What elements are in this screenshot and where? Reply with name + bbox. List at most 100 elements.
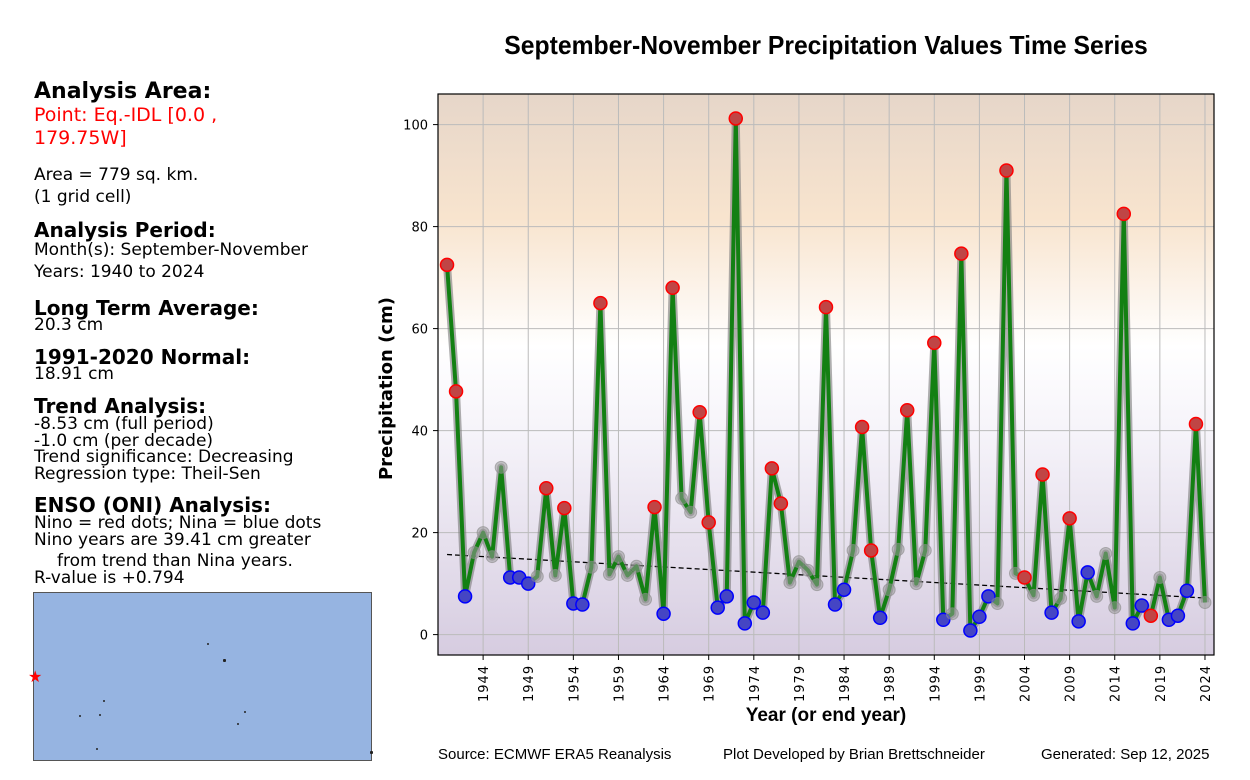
data-point-nina <box>872 610 888 626</box>
data-point-nina <box>1125 616 1141 631</box>
data-point-nina <box>1179 583 1195 598</box>
normal-heading: 1991-2020 Normal: <box>34 345 251 369</box>
y-tick-label: 60 <box>411 323 428 338</box>
data-point-nino <box>1035 467 1050 482</box>
data-point-neutral <box>792 555 806 569</box>
data-point-nina <box>1080 565 1095 580</box>
data-point-neutral <box>945 607 959 621</box>
data-point-neutral <box>584 560 598 574</box>
data-point-neutral <box>476 526 490 540</box>
lta-section: Long Term Average: 20.3 cm <box>34 298 259 335</box>
area-section: Area = 779 sq. km. (1 grid cell) <box>34 164 198 208</box>
data-point-neutral <box>611 550 625 564</box>
normal-value: 18.91 cm <box>34 364 114 384</box>
data-point-nino <box>1188 416 1204 432</box>
x-tick-label: 2009 <box>1064 665 1079 702</box>
period-section: Analysis Period: Month(s): September-Nov… <box>34 220 308 282</box>
data-point-neutral <box>494 460 508 474</box>
island-marker <box>96 748 98 750</box>
data-point-neutral <box>882 583 896 597</box>
trend-regression: Regression type: Theil-Sen <box>34 463 261 484</box>
point-line1: Point: Eq.-IDL [0.0 , <box>34 104 218 126</box>
data-point-nino <box>1116 206 1132 222</box>
data-point-neutral <box>620 568 634 582</box>
lta-heading: Long Term Average: <box>34 296 259 320</box>
data-point-nino <box>854 419 870 435</box>
period-heading: Analysis Period: <box>34 218 216 242</box>
data-point-nino <box>647 499 662 515</box>
y-tick-label: 40 <box>411 425 428 440</box>
footer-source: Source: ECMWF ERA5 Reanalysis <box>438 746 672 763</box>
island-marker <box>103 700 105 702</box>
data-point-nino <box>728 111 744 126</box>
lta-value: 20.3 cm <box>34 315 104 335</box>
data-point-neutral <box>1027 588 1041 602</box>
data-point-nino <box>927 335 942 351</box>
data-point-neutral <box>530 569 544 583</box>
data-point-nina <box>719 589 734 604</box>
enso-line1: Nino years are 39.41 cm greater <box>34 530 311 550</box>
x-tick-label: 1999 <box>973 665 988 702</box>
data-point-nino <box>557 500 572 516</box>
data-point-nina <box>457 589 473 604</box>
data-point-nino <box>539 480 554 496</box>
axis-ticks: 1944 1949 1954 1959 1964 1969 1974 1979 1984 1989… <box>403 119 1214 702</box>
data-point-nino <box>448 384 464 399</box>
island-marker <box>207 643 209 645</box>
data-point-nina <box>1044 605 1059 620</box>
data-point-nino <box>1017 570 1032 585</box>
island-marker <box>237 723 239 725</box>
data-point-nino <box>764 461 780 476</box>
x-tick-label: 1974 <box>748 665 763 702</box>
x-tick-label: 2014 <box>1109 665 1124 702</box>
x-tick-label: 1949 <box>522 665 537 702</box>
x-tick-label: 1979 <box>793 665 808 702</box>
data-point-nina <box>972 609 987 624</box>
x-tick-label: 1969 <box>703 665 718 702</box>
data-point-nino <box>954 246 969 261</box>
data-point-neutral <box>684 505 698 519</box>
data-point-neutral <box>1153 570 1167 584</box>
location-map: ★ <box>28 592 373 761</box>
x-tick-label: 2019 <box>1154 665 1169 702</box>
data-point-neutral <box>801 563 815 577</box>
x-tick-label: 2024 <box>1199 665 1214 702</box>
data-point-nino <box>593 295 608 311</box>
enso-legend: Nino = red dots; Nina = blue dots <box>34 513 322 533</box>
footer-developer: Plot Developed by Brian Brettschneider <box>723 746 985 763</box>
data-point-nina <box>963 623 978 638</box>
data-point-nina <box>575 597 590 612</box>
data-point-nina <box>836 582 852 597</box>
plot-frame <box>437 93 1215 656</box>
data-point-neutral <box>602 567 616 581</box>
trend-heading: Trend Analysis: <box>34 394 207 418</box>
location-star-icon: ★ <box>28 667 43 686</box>
data-point-neutral <box>1099 547 1113 561</box>
data-point-neutral <box>630 559 644 573</box>
enso-section: ENSO (ONI) Analysis: Nino = red dots; Ni… <box>34 495 321 587</box>
trend-section: Trend Analysis: -8.53 cm (full period) -… <box>34 396 294 482</box>
y-tick-label: 20 <box>411 527 428 542</box>
y-tick-label: 80 <box>411 221 428 236</box>
data-point-neutral <box>846 543 860 557</box>
y-tick-label: 100 <box>403 119 428 134</box>
data-point-nina <box>1071 614 1086 629</box>
data-point-nina <box>755 605 771 620</box>
x-tick-label: 1984 <box>838 665 853 702</box>
data-point-nino <box>701 515 716 530</box>
normal-section: 1991-2020 Normal: 18.91 cm <box>34 347 250 384</box>
data-point-nino <box>818 299 834 315</box>
point-line2: 179.75W] <box>34 127 127 149</box>
data-point-neutral <box>1054 591 1068 605</box>
y-tick-label: 0 <box>420 629 428 644</box>
chart-title: September-November Precipitation Values … <box>504 30 1148 60</box>
trend-significance: Trend significance: Decreasing <box>34 447 294 467</box>
trend-decade: -1.0 cm (per decade) <box>34 430 214 451</box>
data-point-nina <box>737 616 753 631</box>
data-point-neutral <box>918 543 932 557</box>
data-point-neutral <box>1108 601 1122 615</box>
x-tick-label: 1964 <box>658 665 673 702</box>
data-point-nino <box>1143 608 1159 623</box>
data-point-nina <box>1134 598 1150 613</box>
